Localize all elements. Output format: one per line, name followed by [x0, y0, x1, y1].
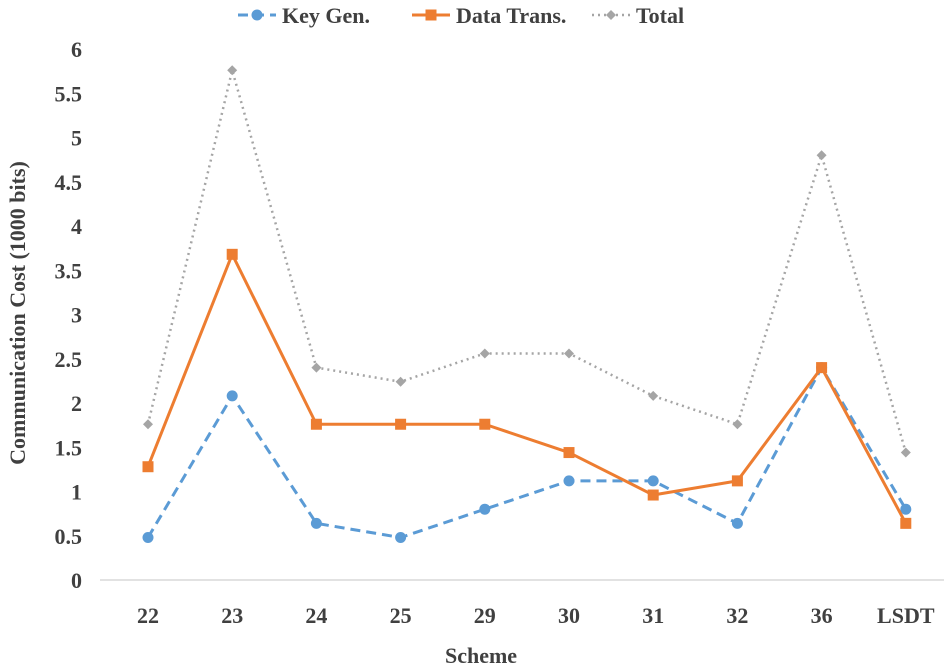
y-tick-label: 2: [71, 391, 82, 416]
series-data-trans: [142, 248, 912, 529]
series-key-gen: [142, 362, 912, 544]
x-axis-ticks: 22 23 24 25 29 30 31 32 36 LSDT: [137, 603, 935, 628]
series-line-key-gen: [146, 366, 908, 540]
data-point-total: [732, 419, 743, 430]
y-tick-label: 5.5: [55, 81, 83, 106]
data-point-data-trans: [816, 362, 828, 374]
x-tick-label: 24: [305, 603, 327, 628]
x-tick-label: 25: [390, 603, 412, 628]
y-tick-label: 2.5: [55, 347, 83, 372]
data-point-data-trans: [731, 475, 743, 487]
data-point-total: [311, 362, 322, 373]
data-point-total: [564, 348, 574, 359]
x-tick-label: LSDT: [877, 603, 935, 628]
data-point-data-trans: [226, 248, 238, 260]
series-layer: [142, 65, 912, 544]
data-point-data-trans: [395, 418, 407, 430]
x-axis-label: Scheme: [445, 643, 517, 668]
data-point-total: [479, 348, 490, 359]
data-point-key-gen: [731, 517, 743, 529]
x-tick-label: 31: [642, 603, 664, 628]
x-tick-label: 29: [474, 603, 496, 628]
legend-swatch-marker: [251, 9, 263, 21]
y-tick-label: 5: [71, 126, 82, 151]
y-tick-label: 4.5: [55, 170, 83, 195]
series-total: [143, 65, 911, 458]
legend-item-total: Total: [592, 3, 684, 28]
y-tick-label: 4: [71, 214, 82, 239]
data-point-data-trans: [647, 489, 659, 501]
series-line-total: [146, 68, 908, 453]
y-tick-label: 3: [71, 303, 82, 328]
legend-swatch-marker: [606, 10, 616, 20]
data-point-key-gen: [563, 475, 575, 487]
y-tick-label: 0.5: [55, 524, 83, 549]
legend: Key Gen. Data Trans. Total: [238, 3, 684, 28]
data-point-key-gen: [479, 503, 491, 515]
y-axis-ticks: 0 0.5 1 1.5 2 2.5 3 3.5 4 4.5 5 5.5 6: [55, 37, 83, 593]
data-point-key-gen: [226, 390, 238, 402]
data-point-total: [395, 376, 406, 387]
legend-item-data-trans: Data Trans.: [412, 3, 566, 28]
series-line-data-trans: [146, 252, 908, 525]
y-tick-label: 6: [71, 37, 82, 62]
data-point-total: [816, 150, 827, 161]
x-tick-label: 22: [137, 603, 159, 628]
data-point-data-trans: [900, 517, 912, 529]
data-point-total: [900, 447, 911, 458]
legend-item-key-gen: Key Gen.: [238, 3, 370, 28]
y-axis-label: Communication Cost (1000 bits): [5, 161, 30, 465]
x-tick-label: 32: [726, 603, 748, 628]
data-point-total: [227, 65, 238, 76]
data-point-data-trans: [142, 461, 154, 473]
legend-swatch-marker: [425, 9, 437, 21]
data-point-data-trans: [310, 418, 322, 430]
data-point-key-gen: [310, 517, 322, 529]
y-tick-label: 1: [71, 480, 82, 505]
y-tick-label: 1.5: [55, 435, 83, 460]
x-tick-label: 30: [558, 603, 580, 628]
data-point-key-gen: [395, 532, 407, 544]
data-point-data-trans: [563, 447, 575, 459]
legend-label: Total: [636, 3, 684, 28]
data-point-total: [648, 390, 659, 401]
legend-label: Key Gen.: [282, 3, 370, 28]
x-tick-label: 36: [811, 603, 833, 628]
y-tick-label: 0: [71, 568, 82, 593]
data-point-key-gen: [647, 475, 659, 487]
legend-label: Data Trans.: [456, 3, 566, 28]
y-tick-label: 3.5: [55, 258, 83, 283]
x-tick-label: 23: [221, 603, 243, 628]
data-point-key-gen: [900, 503, 912, 515]
data-point-data-trans: [479, 418, 491, 430]
data-point-key-gen: [142, 532, 154, 544]
data-point-total: [143, 419, 153, 430]
